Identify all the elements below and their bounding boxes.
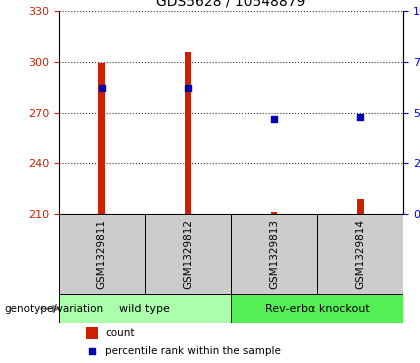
FancyBboxPatch shape [317, 214, 403, 294]
FancyBboxPatch shape [59, 294, 231, 323]
Text: GSM1329812: GSM1329812 [183, 219, 193, 289]
Bar [270, 212, 278, 214]
Text: Rev-erbα knockout: Rev-erbα knockout [265, 303, 370, 314]
Point [271, 116, 278, 122]
Text: GSM1329814: GSM1329814 [355, 219, 365, 289]
Point [357, 114, 364, 119]
Bar [87, 327, 98, 339]
Point [185, 85, 192, 91]
Bar [357, 199, 364, 214]
Point [89, 348, 96, 354]
Bar [184, 52, 192, 214]
FancyBboxPatch shape [59, 214, 145, 294]
Title: GDS5628 / 10548879: GDS5628 / 10548879 [156, 0, 306, 8]
FancyBboxPatch shape [231, 294, 403, 323]
Bar [98, 64, 105, 214]
Text: percentile rank within the sample: percentile rank within the sample [105, 346, 281, 356]
Point [99, 85, 105, 91]
Text: wild type: wild type [119, 303, 171, 314]
FancyBboxPatch shape [231, 214, 317, 294]
Text: GSM1329811: GSM1329811 [97, 219, 107, 289]
Text: count: count [105, 328, 135, 338]
Text: genotype/variation: genotype/variation [4, 303, 103, 314]
FancyBboxPatch shape [145, 214, 231, 294]
Text: GSM1329813: GSM1329813 [269, 219, 279, 289]
